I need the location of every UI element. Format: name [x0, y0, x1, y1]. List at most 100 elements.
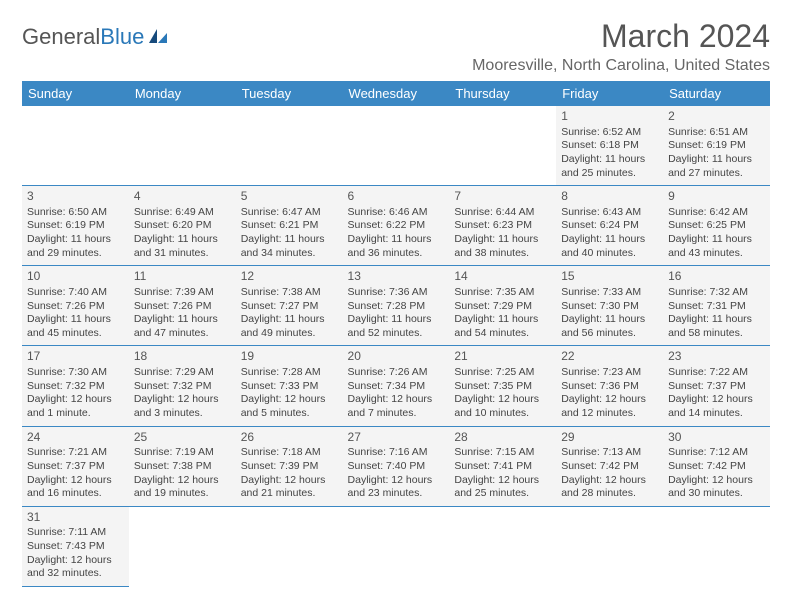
day-number: 30 [668, 430, 765, 446]
sunrise-text: Sunrise: 6:44 AM [454, 206, 551, 220]
daylight-text: Daylight: 11 hours [561, 313, 658, 327]
sunrise-text: Sunrise: 7:13 AM [561, 446, 658, 460]
sunset-text: Sunset: 7:41 PM [454, 460, 551, 474]
day-number: 26 [241, 430, 338, 446]
sunrise-text: Sunrise: 6:49 AM [134, 206, 231, 220]
day-number: 10 [27, 269, 124, 285]
day-number: 8 [561, 189, 658, 205]
sunrise-text: Sunrise: 7:18 AM [241, 446, 338, 460]
calendar-cell: 4Sunrise: 6:49 AMSunset: 6:20 PMDaylight… [129, 186, 236, 266]
calendar-cell: 28Sunrise: 7:15 AMSunset: 7:41 PMDayligh… [449, 426, 556, 506]
daylight-text: and 7 minutes. [348, 407, 445, 421]
sunset-text: Sunset: 7:37 PM [27, 460, 124, 474]
sunrise-text: Sunrise: 6:46 AM [348, 206, 445, 220]
day-number: 22 [561, 349, 658, 365]
sunset-text: Sunset: 7:32 PM [27, 380, 124, 394]
location: Mooresville, North Carolina, United Stat… [472, 57, 770, 75]
day-number: 31 [27, 510, 124, 526]
daylight-text: Daylight: 11 hours [134, 313, 231, 327]
day-number: 9 [668, 189, 765, 205]
calendar-cell: 13Sunrise: 7:36 AMSunset: 7:28 PMDayligh… [343, 266, 450, 346]
day-number: 17 [27, 349, 124, 365]
daylight-text: and 25 minutes. [561, 167, 658, 181]
day-header: Saturday [663, 81, 770, 106]
day-number: 28 [454, 430, 551, 446]
calendar-cell: 21Sunrise: 7:25 AMSunset: 7:35 PMDayligh… [449, 346, 556, 426]
sunset-text: Sunset: 7:26 PM [134, 300, 231, 314]
logo: GeneralBlue [22, 18, 169, 50]
daylight-text: and 34 minutes. [241, 247, 338, 261]
daylight-text: Daylight: 12 hours [348, 474, 445, 488]
calendar-cell: 1Sunrise: 6:52 AMSunset: 6:18 PMDaylight… [556, 106, 663, 186]
daylight-text: and 1 minute. [27, 407, 124, 421]
sunrise-text: Sunrise: 7:32 AM [668, 286, 765, 300]
sunrise-text: Sunrise: 7:36 AM [348, 286, 445, 300]
calendar-cell: 11Sunrise: 7:39 AMSunset: 7:26 PMDayligh… [129, 266, 236, 346]
sunrise-text: Sunrise: 7:21 AM [27, 446, 124, 460]
daylight-text: and 23 minutes. [348, 487, 445, 501]
calendar-cell [129, 506, 236, 586]
calendar-cell: 10Sunrise: 7:40 AMSunset: 7:26 PMDayligh… [22, 266, 129, 346]
calendar-cell: 26Sunrise: 7:18 AMSunset: 7:39 PMDayligh… [236, 426, 343, 506]
sunset-text: Sunset: 7:38 PM [134, 460, 231, 474]
daylight-text: Daylight: 11 hours [241, 233, 338, 247]
sunrise-text: Sunrise: 6:42 AM [668, 206, 765, 220]
daylight-text: and 58 minutes. [668, 327, 765, 341]
sunrise-text: Sunrise: 6:51 AM [668, 126, 765, 140]
daylight-text: and 43 minutes. [668, 247, 765, 261]
day-header: Thursday [449, 81, 556, 106]
daylight-text: Daylight: 12 hours [27, 554, 124, 568]
sunrise-text: Sunrise: 7:29 AM [134, 366, 231, 380]
daylight-text: Daylight: 11 hours [454, 233, 551, 247]
daylight-text: Daylight: 11 hours [668, 153, 765, 167]
daylight-text: and 21 minutes. [241, 487, 338, 501]
calendar-cell: 31Sunrise: 7:11 AMSunset: 7:43 PMDayligh… [22, 506, 129, 586]
logo-text-blue: Blue [100, 24, 144, 50]
calendar-row: 10Sunrise: 7:40 AMSunset: 7:26 PMDayligh… [22, 266, 770, 346]
day-number: 21 [454, 349, 551, 365]
daylight-text: and 56 minutes. [561, 327, 658, 341]
sunset-text: Sunset: 6:19 PM [668, 139, 765, 153]
daylight-text: Daylight: 12 hours [454, 393, 551, 407]
sunrise-text: Sunrise: 7:28 AM [241, 366, 338, 380]
sunset-text: Sunset: 7:28 PM [348, 300, 445, 314]
calendar-cell [663, 506, 770, 586]
sunset-text: Sunset: 6:19 PM [27, 219, 124, 233]
calendar-cell [449, 106, 556, 186]
calendar-cell: 27Sunrise: 7:16 AMSunset: 7:40 PMDayligh… [343, 426, 450, 506]
day-header: Monday [129, 81, 236, 106]
day-number: 1 [561, 109, 658, 125]
daylight-text: Daylight: 11 hours [348, 233, 445, 247]
calendar-row: 24Sunrise: 7:21 AMSunset: 7:37 PM Dayligh… [22, 426, 770, 506]
calendar-cell [129, 106, 236, 186]
daylight-text: and 28 minutes. [561, 487, 658, 501]
sunset-text: Sunset: 7:37 PM [668, 380, 765, 394]
calendar-row: 3Sunrise: 6:50 AMSunset: 6:19 PMDaylight… [22, 186, 770, 266]
daylight-text: Daylight: 11 hours [454, 313, 551, 327]
daylight-text: Daylight: 11 hours [348, 313, 445, 327]
day-header: Friday [556, 81, 663, 106]
day-number: 13 [348, 269, 445, 285]
sunrise-text: Sunrise: 7:16 AM [348, 446, 445, 460]
daylight-text: Daylight: 12 hours [348, 393, 445, 407]
sail-icon [147, 27, 169, 45]
day-number: 24 [27, 430, 124, 446]
day-number: 2 [668, 109, 765, 125]
day-number: 3 [27, 189, 124, 205]
sunrise-text: Sunrise: 7:23 AM [561, 366, 658, 380]
sunset-text: Sunset: 7:33 PM [241, 380, 338, 394]
logo-text-general: General [22, 24, 100, 50]
calendar-cell: 2Sunrise: 6:51 AMSunset: 6:19 PMDaylight… [663, 106, 770, 186]
sunrise-text: Sunrise: 7:33 AM [561, 286, 658, 300]
day-number: 29 [561, 430, 658, 446]
daylight-text: Daylight: 12 hours [454, 474, 551, 488]
day-number: 20 [348, 349, 445, 365]
daylight-text: Daylight: 12 hours [134, 393, 231, 407]
sunset-text: Sunset: 7:26 PM [27, 300, 124, 314]
calendar-cell [449, 506, 556, 586]
calendar-cell: 29Sunrise: 7:13 AMSunset: 7:42 PMDayligh… [556, 426, 663, 506]
calendar-cell: 8Sunrise: 6:43 AMSunset: 6:24 PMDaylight… [556, 186, 663, 266]
day-number: 14 [454, 269, 551, 285]
sunset-text: Sunset: 7:32 PM [134, 380, 231, 394]
calendar-cell: 18Sunrise: 7:29 AMSunset: 7:32 PMDayligh… [129, 346, 236, 426]
